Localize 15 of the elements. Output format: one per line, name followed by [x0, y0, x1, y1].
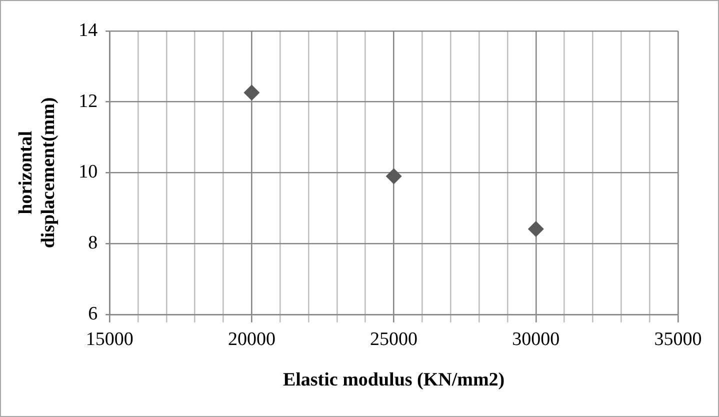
point	[244, 84, 260, 101]
x-tick-label: 35000	[654, 328, 702, 350]
point	[386, 168, 402, 184]
y-tick-label: 10	[78, 162, 98, 183]
x-tick-label: 25000	[370, 328, 418, 350]
x-tick-label: 20000	[228, 328, 276, 350]
point	[528, 221, 544, 238]
y-tick-label: 14	[78, 20, 98, 41]
x-tick-label: 30000	[512, 328, 560, 350]
y-tick-label: 8	[88, 232, 98, 254]
x-axis-title: Elastic modulus (KN/mm2)	[282, 370, 505, 391]
x-tick-label: 15000	[86, 328, 134, 350]
y-tick-label: 12	[78, 90, 98, 112]
y-axis-title: horizontal displacement(mm)	[15, 97, 60, 248]
y-tick-label: 6	[88, 303, 98, 324]
